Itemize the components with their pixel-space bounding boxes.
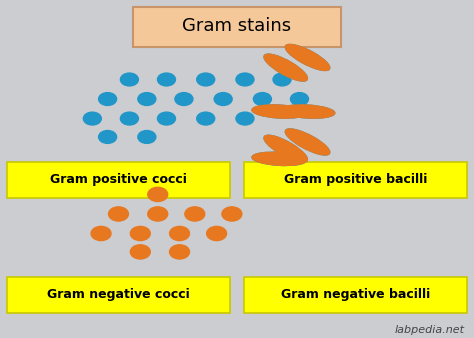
Ellipse shape bbox=[252, 152, 306, 166]
Ellipse shape bbox=[252, 152, 306, 166]
Circle shape bbox=[148, 187, 168, 201]
FancyBboxPatch shape bbox=[244, 277, 467, 313]
Circle shape bbox=[197, 112, 215, 125]
Ellipse shape bbox=[252, 105, 306, 118]
Circle shape bbox=[120, 112, 138, 125]
Circle shape bbox=[175, 93, 193, 105]
Circle shape bbox=[130, 226, 150, 241]
Circle shape bbox=[130, 245, 150, 259]
Circle shape bbox=[273, 73, 291, 86]
Text: Gram stains: Gram stains bbox=[182, 17, 292, 35]
Ellipse shape bbox=[285, 129, 330, 155]
Ellipse shape bbox=[285, 129, 330, 155]
Ellipse shape bbox=[264, 54, 308, 81]
Circle shape bbox=[236, 112, 254, 125]
Circle shape bbox=[109, 207, 128, 221]
FancyBboxPatch shape bbox=[133, 7, 341, 47]
FancyBboxPatch shape bbox=[244, 162, 467, 198]
Circle shape bbox=[148, 207, 168, 221]
Circle shape bbox=[291, 93, 309, 105]
Circle shape bbox=[254, 93, 272, 105]
Circle shape bbox=[120, 73, 138, 86]
Ellipse shape bbox=[264, 135, 308, 162]
Text: Gram negative cocci: Gram negative cocci bbox=[47, 288, 190, 301]
FancyBboxPatch shape bbox=[7, 277, 230, 313]
Circle shape bbox=[185, 207, 205, 221]
Circle shape bbox=[99, 130, 117, 143]
Circle shape bbox=[138, 130, 156, 143]
Ellipse shape bbox=[285, 45, 330, 70]
Circle shape bbox=[214, 93, 232, 105]
Text: labpedia.net: labpedia.net bbox=[394, 324, 465, 335]
Circle shape bbox=[170, 245, 190, 259]
FancyBboxPatch shape bbox=[7, 162, 230, 198]
Circle shape bbox=[197, 73, 215, 86]
Ellipse shape bbox=[285, 45, 330, 70]
Text: Gram negative bacilli: Gram negative bacilli bbox=[281, 288, 430, 301]
Ellipse shape bbox=[264, 54, 308, 81]
Circle shape bbox=[170, 226, 190, 241]
Ellipse shape bbox=[264, 135, 308, 162]
Circle shape bbox=[236, 73, 254, 86]
Circle shape bbox=[157, 73, 175, 86]
Circle shape bbox=[157, 112, 175, 125]
Ellipse shape bbox=[280, 105, 335, 118]
Circle shape bbox=[83, 112, 101, 125]
Circle shape bbox=[99, 93, 117, 105]
Circle shape bbox=[222, 207, 242, 221]
Circle shape bbox=[91, 226, 111, 241]
Circle shape bbox=[207, 226, 227, 241]
Ellipse shape bbox=[252, 105, 306, 118]
Ellipse shape bbox=[280, 105, 335, 118]
Text: Gram positive bacilli: Gram positive bacilli bbox=[284, 173, 427, 187]
Circle shape bbox=[138, 93, 156, 105]
Text: Gram positive cocci: Gram positive cocci bbox=[50, 173, 187, 187]
